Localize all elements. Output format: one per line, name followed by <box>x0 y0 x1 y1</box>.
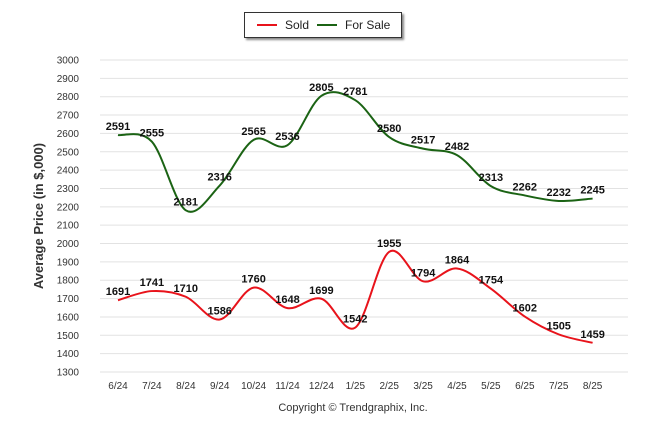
x-tick-label: 10/24 <box>241 381 266 392</box>
y-tick-label: 1500 <box>57 331 80 342</box>
x-tick-label: 5/25 <box>481 381 501 392</box>
x-tick-label: 8/25 <box>583 381 603 392</box>
data-label: 1542 <box>343 314 367 326</box>
data-labels: 1691 1741 1710 1586 1760 1648 1699 1542 1955 1794… <box>106 82 605 341</box>
data-label: 1710 <box>174 283 198 295</box>
y-tick-label: 1300 <box>57 368 80 379</box>
data-label: 2245 <box>580 185 604 197</box>
data-label: 2805 <box>309 82 333 94</box>
legend-swatch-for-sale <box>317 24 337 26</box>
data-label: 1602 <box>513 303 537 315</box>
y-tick-label: 2300 <box>57 184 80 195</box>
data-label: 2565 <box>241 126 265 138</box>
data-label: 2482 <box>445 141 469 153</box>
legend-label-for-sale: For Sale <box>345 18 391 32</box>
legend-swatch-sold <box>257 24 277 26</box>
y-axis-ticks: 1300 1400 1500 1600 1700 1800 1900 2000 2100 2200… <box>57 56 80 379</box>
series-line-sold[interactable] <box>117 249 593 344</box>
y-tick-label: 1700 <box>57 294 80 305</box>
x-tick-label: 9/24 <box>210 381 230 392</box>
grid-lines <box>100 59 628 373</box>
x-tick-label: 12/24 <box>309 381 334 392</box>
legend-item-sold[interactable]: Sold <box>257 18 309 32</box>
y-tick-label: 2400 <box>57 166 80 177</box>
x-tick-label: 3/25 <box>413 381 433 392</box>
y-tick-label: 1400 <box>57 349 80 360</box>
y-tick-label: 1800 <box>57 276 80 287</box>
data-label: 1459 <box>580 329 604 341</box>
x-tick-label: 7/25 <box>549 381 569 392</box>
data-label: 1586 <box>207 306 231 318</box>
data-label: 2536 <box>275 131 299 143</box>
x-axis-ticks: 6/24 7/24 8/24 9/24 10/24 11/24 12/24 1/25 2/25 3… <box>108 381 603 392</box>
data-label: 1505 <box>546 320 570 332</box>
data-label: 1754 <box>479 275 504 287</box>
data-label: 2181 <box>174 196 198 208</box>
y-tick-label: 2700 <box>57 111 80 122</box>
data-label: 2316 <box>207 172 231 184</box>
data-label: 2591 <box>106 121 130 133</box>
data-label: 1699 <box>309 285 333 297</box>
data-label: 2262 <box>513 181 537 193</box>
x-tick-label: 11/24 <box>275 381 300 392</box>
data-label: 2580 <box>377 123 401 135</box>
data-label: 2232 <box>546 187 570 199</box>
y-tick-label: 3000 <box>57 56 80 67</box>
data-label: 2781 <box>343 86 367 98</box>
y-tick-label: 2800 <box>57 92 80 103</box>
y-tick-label: 2000 <box>57 239 80 250</box>
x-tick-label: 4/25 <box>447 381 467 392</box>
data-label: 1648 <box>275 294 299 306</box>
legend: Sold For Sale <box>244 12 402 38</box>
y-tick-label: 1600 <box>57 312 80 323</box>
series-line-for-sale[interactable] <box>117 91 593 213</box>
y-tick-label: 2600 <box>57 129 80 140</box>
data-label: 1691 <box>106 286 130 298</box>
y-tick-label: 2500 <box>57 147 80 158</box>
y-tick-label: 2100 <box>57 221 80 232</box>
y-tick-label: 2900 <box>57 74 80 85</box>
data-label: 1794 <box>411 267 436 279</box>
legend-label-sold: Sold <box>285 18 310 32</box>
data-label: 1741 <box>140 277 164 289</box>
data-label: 2517 <box>411 135 435 147</box>
data-label: 1864 <box>445 254 470 266</box>
copyright-text: Copyright © Trendgraphix, Inc. <box>278 402 428 414</box>
series-lines <box>117 91 593 344</box>
data-label: 2555 <box>140 128 164 140</box>
x-tick-label: 1/25 <box>346 381 366 392</box>
legend-item-for-sale[interactable]: For Sale <box>317 18 390 32</box>
x-tick-label: 8/24 <box>176 381 196 392</box>
y-axis-label: Average Price (in $,000) <box>31 143 46 289</box>
data-label: 2313 <box>479 172 503 184</box>
x-tick-label: 6/24 <box>108 381 128 392</box>
data-label: 1955 <box>377 238 401 250</box>
x-tick-label: 2/25 <box>379 381 399 392</box>
data-label: 1760 <box>241 274 265 286</box>
x-tick-label: 7/24 <box>142 381 162 392</box>
y-tick-label: 1900 <box>57 257 80 268</box>
x-tick-label: 6/25 <box>515 381 535 392</box>
y-tick-label: 2200 <box>57 202 80 213</box>
